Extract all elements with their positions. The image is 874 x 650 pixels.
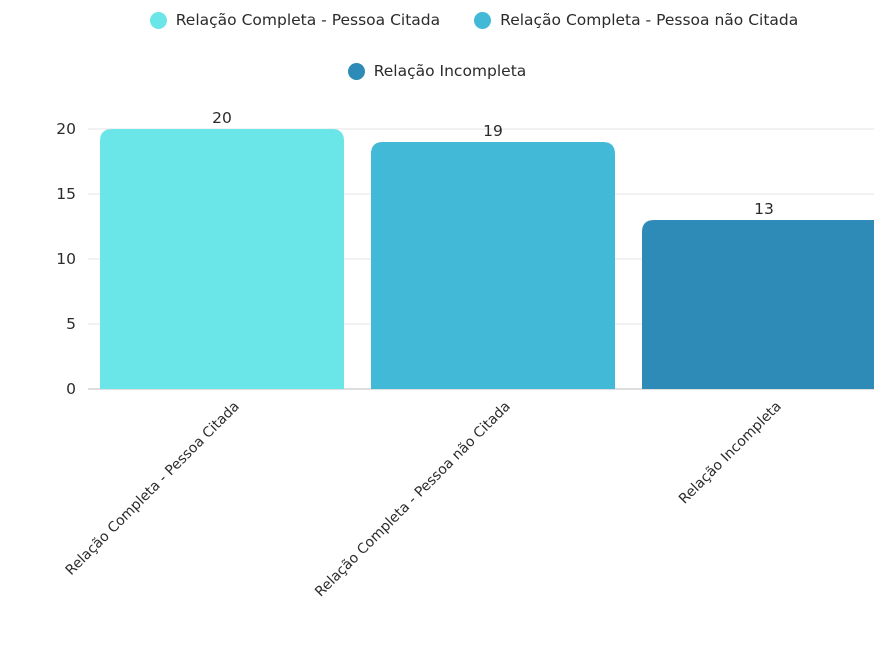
legend-item-incompleta[interactable]: Relação Incompleta <box>347 62 527 80</box>
data-label: 19 <box>483 122 503 140</box>
x-tick-label: Relação Completa - Pessoa não Citada <box>312 399 514 601</box>
y-tick-label: 15 <box>56 185 76 203</box>
legend-label: Relação Completa - Pessoa não Citada <box>500 11 799 29</box>
x-tick-label: Relação Completa - Pessoa Citada <box>63 399 243 579</box>
y-tick-label: 5 <box>66 315 76 333</box>
legend-label: Relação Incompleta <box>373 62 527 80</box>
legend-item-completa-nao-citada[interactable]: Relação Completa - Pessoa não Citada <box>474 11 798 29</box>
bar[interactable] <box>642 220 874 389</box>
y-tick-label: 0 <box>66 380 76 398</box>
legend-dot-icon <box>474 11 492 29</box>
data-label: 13 <box>754 200 774 218</box>
legend-row-1: Relação Completa - Pessoa Citada Relação… <box>0 11 874 29</box>
legend-label: Relação Completa - Pessoa Citada <box>175 11 441 29</box>
legend-dot-icon <box>149 11 167 29</box>
bar[interactable] <box>371 142 615 389</box>
legend-dot-icon <box>347 62 365 80</box>
bar[interactable] <box>100 129 344 389</box>
y-tick-label: 20 <box>56 120 76 138</box>
legend-row-2: Relação Incompleta <box>0 62 874 80</box>
y-tick-label: 10 <box>56 250 76 268</box>
x-tick-label: Relação Incompleta <box>676 399 785 508</box>
data-label: 20 <box>212 109 232 127</box>
legend-item-completa-citada[interactable]: Relação Completa - Pessoa Citada <box>149 11 441 29</box>
